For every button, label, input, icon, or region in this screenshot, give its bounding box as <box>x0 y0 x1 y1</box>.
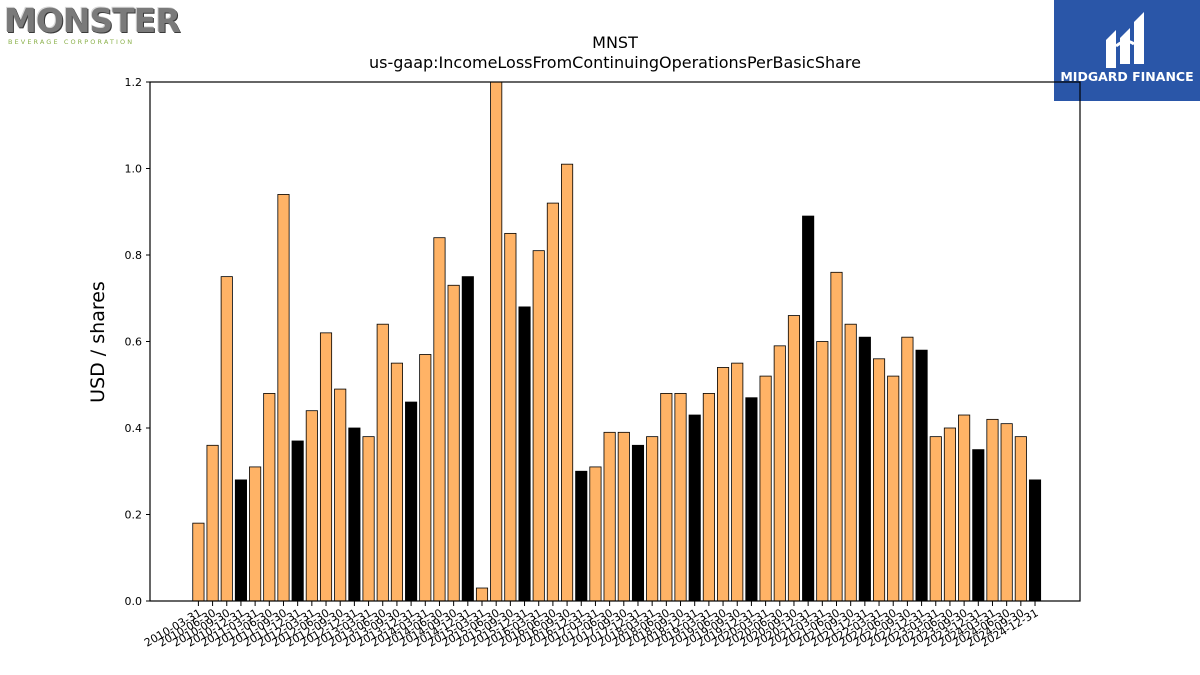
chart-bar <box>263 392 276 601</box>
chart-bar <box>660 392 673 601</box>
y-tick-label: 1.2 <box>125 76 143 89</box>
chart-bar <box>447 284 460 601</box>
chart-bar <box>745 397 758 601</box>
y-axis-label: USD / shares <box>87 281 109 403</box>
midgard-finance-logo: MIDGARD FINANCE <box>1054 0 1200 101</box>
chart-bar <box>731 362 744 601</box>
chart-bar <box>376 323 389 601</box>
chart-bar <box>646 436 659 601</box>
chart-bar <box>872 358 886 601</box>
chart-bar <box>546 202 559 601</box>
chart-bar <box>830 271 843 601</box>
chart-bar <box>702 392 715 601</box>
y-tick-label: 1.0 <box>125 163 143 176</box>
chart-bar <box>319 332 333 601</box>
y-tick-label: 0.0 <box>125 595 143 608</box>
chart-bar <box>249 466 262 601</box>
chart-bar <box>802 215 815 601</box>
chart-bar <box>475 587 489 601</box>
y-tick-label: 0.2 <box>125 509 143 522</box>
chart-bar <box>561 163 574 601</box>
chart-bar <box>206 444 219 601</box>
chart-bar <box>915 349 928 601</box>
chart-bar <box>277 194 290 601</box>
midgard-emblem-icon <box>1106 12 1144 68</box>
chart-bar <box>887 375 900 601</box>
y-tick-label: 0.8 <box>125 249 143 262</box>
chart-bar <box>674 392 687 601</box>
chart-bar <box>362 436 375 601</box>
chart-bar <box>603 431 616 601</box>
chart-bar <box>504 232 517 601</box>
chart-bar <box>631 444 645 601</box>
chart-bar <box>234 479 247 601</box>
chart-bar <box>419 354 432 601</box>
chart-bar <box>844 323 857 601</box>
chart-bar <box>305 410 318 601</box>
chart-bar <box>518 306 531 601</box>
chart-bar <box>972 449 985 601</box>
chart-bar <box>589 466 602 601</box>
chart-title: MNST <box>592 33 638 52</box>
chart-bar <box>490 82 503 601</box>
chart-bar <box>291 440 304 601</box>
chart-bar <box>688 414 701 601</box>
chart-bar <box>1000 423 1013 601</box>
chart-bar <box>929 436 942 601</box>
chart-bar <box>943 427 956 601</box>
chart-bar <box>717 367 730 601</box>
chart-bar <box>192 522 205 601</box>
chart-bar <box>986 418 999 601</box>
chart-bar <box>773 345 786 601</box>
chart-bar <box>958 414 971 601</box>
chart-bar <box>348 427 361 601</box>
plot-area: 0.00.20.40.60.81.01.22010-03-312010-06-3… <box>125 76 1081 650</box>
chart-bar <box>1028 479 1042 601</box>
monster-logo-word: MONSTER <box>4 1 181 40</box>
chart-bar <box>390 362 403 601</box>
chart-bar <box>901 336 914 601</box>
chart-bar <box>858 336 871 601</box>
chart-bar <box>759 375 772 601</box>
chart-bar <box>532 250 545 601</box>
chart-bar <box>405 401 418 601</box>
chart-bar <box>575 470 588 601</box>
chart-bar <box>433 237 446 601</box>
monster-logo: MONSTER BEVERAGE CORPORATION <box>4 1 181 47</box>
monster-logo-subtitle: BEVERAGE CORPORATION <box>8 38 135 46</box>
chart-bar <box>461 276 474 601</box>
chart-bar <box>1014 436 1027 601</box>
chart-bar <box>787 315 801 601</box>
chart-bar <box>334 388 347 601</box>
chart-bar <box>816 341 829 601</box>
y-tick-label: 0.4 <box>125 422 143 435</box>
chart-bar <box>220 276 233 601</box>
midgard-finance-name: MIDGARD FINANCE <box>1060 69 1194 84</box>
y-tick-label: 0.6 <box>125 336 143 349</box>
chart-subtitle: us-gaap:IncomeLossFromContinuingOperatio… <box>369 53 861 72</box>
chart-bar <box>617 431 630 601</box>
